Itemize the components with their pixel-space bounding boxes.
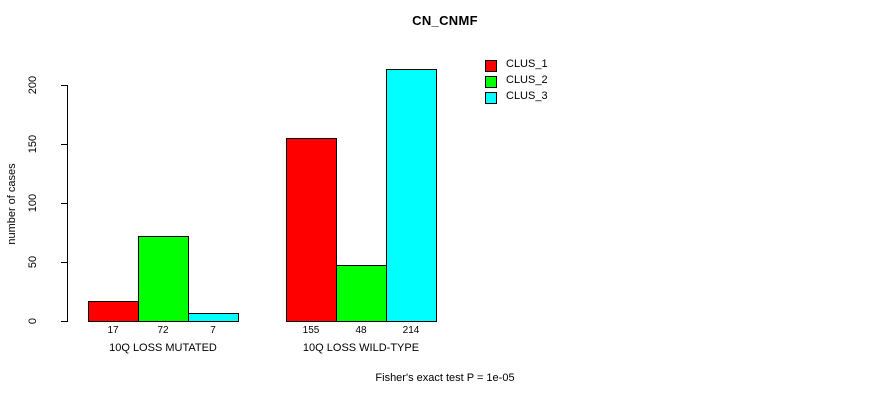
y-tick-label-200: 200 <box>27 75 39 95</box>
bar-count-group2-clus3: 214 <box>402 325 420 336</box>
legend-swatch-clus3 <box>485 92 497 104</box>
y-tick-200 <box>61 85 68 86</box>
statistical-test-annotation: Fisher's exact test P = 1e-05 <box>375 372 515 384</box>
bar-count-group1-clus1: 17 <box>107 325 119 336</box>
y-tick-label-0: 0 <box>27 317 39 325</box>
bar-group2-clus3 <box>386 69 437 322</box>
bar-group1-clus1 <box>88 301 139 322</box>
y-axis-label: number of cases <box>6 163 18 245</box>
chart-title: CN_CNMF <box>412 13 478 28</box>
y-tick-label-100: 100 <box>27 193 39 213</box>
bar-group1-clus2 <box>138 236 189 322</box>
y-tick-0 <box>61 321 68 322</box>
bar-count-group1-clus2: 72 <box>157 325 169 336</box>
y-tick-100 <box>61 203 68 204</box>
y-tick-label-150: 150 <box>27 134 39 154</box>
bar-group2-clus1 <box>286 138 337 322</box>
bar-group2-clus2 <box>336 265 387 322</box>
bar-count-group1-clus3: 7 <box>210 325 216 336</box>
bar-count-group2-clus2: 48 <box>355 325 367 336</box>
legend-label-clus3: CLUS_3 <box>506 90 548 102</box>
group-label-1: 10Q LOSS MUTATED <box>109 342 217 354</box>
legend-swatch-clus1 <box>485 60 497 72</box>
y-tick-50 <box>61 262 68 263</box>
group-label-2: 10Q LOSS WILD-TYPE <box>302 342 420 354</box>
bar-group1-clus3 <box>188 313 239 322</box>
y-tick-150 <box>61 144 68 145</box>
legend-swatch-clus2 <box>485 76 497 88</box>
legend-label-clus1: CLUS_1 <box>506 58 548 70</box>
legend-label-clus2: CLUS_2 <box>506 74 548 86</box>
y-tick-label-50: 50 <box>27 255 39 269</box>
bar-count-group2-clus1: 155 <box>302 325 320 336</box>
